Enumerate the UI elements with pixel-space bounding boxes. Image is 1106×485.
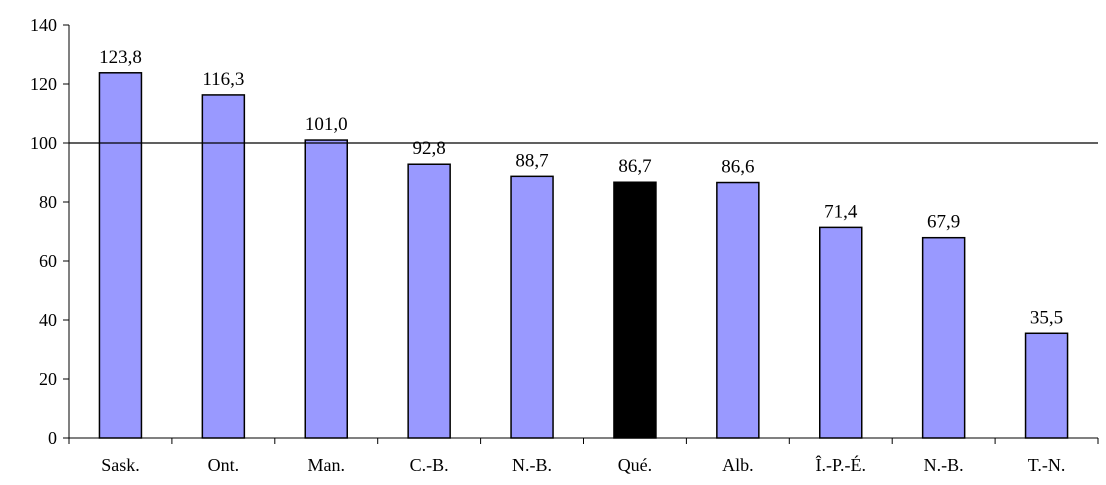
data-label-8: 67,9 <box>927 212 960 233</box>
x-axis: Sask. Ont. Man. C.-B. N.-B. Qué. Alb. Î.-P.-É. N… <box>68 437 1099 475</box>
data-label-4: 88,7 <box>515 150 548 171</box>
x-tick-label-1: Ont. <box>208 455 240 475</box>
bar-8 <box>921 236 966 439</box>
x-tick-label-9: T.-N. <box>1028 455 1066 475</box>
y-tick-label: 60 <box>39 251 57 271</box>
x-tick-label-0: Sask. <box>101 455 140 475</box>
data-labels: 123,8 116,3 101,0 92,8 88,7 86,7 86,6 71,4 67,9 3… <box>99 47 1063 328</box>
y-tick-label: 0 <box>48 428 57 448</box>
x-tick-label-7: Î.-P.-É. <box>816 454 867 475</box>
x-tick-label-8: N.-B. <box>924 455 964 475</box>
bar-6 <box>716 181 760 439</box>
data-label-7: 71,4 <box>824 201 858 222</box>
y-tick-label: 100 <box>30 133 57 153</box>
y-tick-label: 140 <box>30 15 57 35</box>
bar-7 <box>819 226 863 439</box>
y-axis: 0 20 40 60 80 100 120 140 <box>30 15 70 448</box>
y-tick-label: 20 <box>39 369 57 389</box>
x-tick-label-4: N.-B. <box>512 455 552 475</box>
x-tick-label-5: Qué. <box>618 455 653 475</box>
bar-1 <box>201 94 246 439</box>
data-label-6: 86,6 <box>721 157 754 178</box>
bar-9 <box>1024 332 1069 439</box>
data-label-5: 86,7 <box>618 156 651 177</box>
x-tick-label-3: C.-B. <box>410 455 449 475</box>
data-label-0: 123,8 <box>99 47 142 68</box>
y-tick-label: 120 <box>30 74 57 94</box>
bar-5 <box>613 181 657 439</box>
data-label-9: 35,5 <box>1030 307 1063 328</box>
data-label-1: 116,3 <box>202 69 244 90</box>
y-tick-label: 80 <box>39 192 57 212</box>
bars <box>98 72 1069 439</box>
x-tick-label-6: Alb. <box>722 455 754 475</box>
y-tick-label: 40 <box>39 310 57 330</box>
x-tick-label-2: Man. <box>308 455 346 475</box>
bar-4 <box>510 175 554 439</box>
bar-2 <box>304 139 348 439</box>
bar-0 <box>98 72 143 439</box>
data-label-3: 92,8 <box>413 138 446 159</box>
data-label-2: 101,0 <box>305 114 348 135</box>
bar-3 <box>407 163 451 439</box>
